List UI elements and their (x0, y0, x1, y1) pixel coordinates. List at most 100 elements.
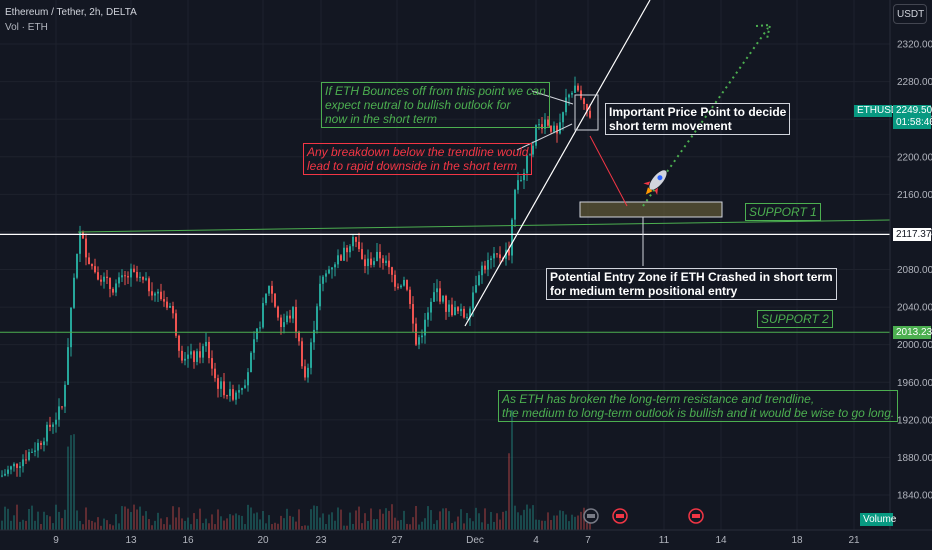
volume-bar (433, 523, 435, 530)
volume-bars (1, 410, 591, 530)
candle-body (142, 276, 144, 280)
volume-bar (253, 513, 255, 530)
volume-bar (67, 446, 69, 530)
candle-body (451, 304, 453, 316)
volume-bar (256, 512, 258, 530)
candle-body (553, 125, 555, 132)
candle-body (268, 285, 270, 294)
time-tick-label: 4 (533, 535, 539, 546)
volume-bar (187, 517, 189, 530)
volume-bar (358, 506, 360, 530)
volume-bar (328, 514, 330, 530)
volume-bar (205, 518, 207, 530)
support1-label[interactable]: SUPPORT 1 (745, 203, 821, 221)
rocket-icon (643, 170, 667, 195)
candle-body (346, 247, 348, 253)
candle-body (67, 347, 69, 385)
volume-tag[interactable]: Volume (860, 513, 896, 526)
candle-body (313, 329, 315, 343)
candle-body (541, 124, 543, 129)
volume-bar (70, 435, 72, 530)
entry-zone-annotation[interactable]: Potential Entry Zone if ETH Crashed in s… (546, 268, 837, 300)
volume-bar (325, 523, 327, 530)
candle-body (580, 90, 582, 99)
candle-body (250, 352, 252, 373)
price-point-annotation[interactable]: Important Price Point to decide short te… (605, 103, 791, 135)
volume-bar (136, 509, 138, 530)
price-axis[interactable]: 1840.00 1880.00 1920.00 1960.00 2000.00 2040.… (889, 0, 932, 530)
candle-body (490, 258, 492, 260)
candle-body (208, 341, 210, 359)
candle-body (283, 322, 285, 328)
candle-body (16, 463, 18, 468)
candle-body (154, 293, 156, 296)
breakdown-annotation[interactable]: Any breakdown below the trendline would … (303, 143, 533, 175)
candle-body (538, 124, 540, 126)
rising-trendline (464, 0, 651, 327)
volume-bar (487, 523, 489, 530)
bar-countdown-tag: 01:58:40 (893, 117, 932, 129)
candle-body (85, 238, 87, 258)
candle-body (37, 442, 39, 451)
candle-body (259, 327, 261, 329)
candle-body (148, 278, 150, 292)
volume-bar (376, 519, 378, 530)
candle-body (463, 308, 465, 318)
volume-bar (364, 513, 366, 530)
candle-body (199, 351, 201, 358)
time-tick-label: 7 (585, 535, 591, 546)
volume-bar (439, 511, 441, 530)
candle-body (82, 232, 84, 239)
candle-body (55, 419, 57, 425)
candle-body (547, 119, 549, 126)
outlook-annotation[interactable]: As ETH has broken the long-term resistan… (498, 390, 899, 422)
volume-bar (442, 508, 444, 530)
volume-bar (472, 521, 474, 530)
volume-bar (541, 520, 543, 530)
candle-body (151, 291, 153, 296)
candle-body (133, 268, 135, 272)
support2-label[interactable]: SUPPORT 2 (757, 310, 833, 328)
volume-bar (493, 521, 495, 530)
candle-body (25, 459, 27, 461)
currency-button[interactable]: USDT (893, 4, 927, 24)
volume-bar (295, 521, 297, 530)
volume-bar (55, 504, 57, 530)
candle-body (91, 263, 93, 267)
candle-body (7, 469, 9, 474)
volume-bar (505, 510, 507, 530)
volume-bar (292, 516, 294, 530)
volume-bar (556, 515, 558, 530)
volume-bar (274, 522, 276, 530)
volume-bar (466, 512, 468, 530)
volume-bar (25, 520, 27, 530)
candle-body (529, 154, 531, 156)
volume-bar (265, 523, 267, 530)
candle-body (412, 304, 414, 324)
price-tick-label: 2000.00 (897, 340, 932, 351)
candle-body (112, 288, 114, 293)
volume-bar (538, 519, 540, 530)
price-tick-label: 2160.00 (897, 190, 932, 201)
volume-bar (334, 520, 336, 530)
candle-body (325, 273, 327, 277)
volume-bar (469, 518, 471, 530)
candle-body (520, 180, 522, 182)
time-axis[interactable]: 9 13 16 20 23 27 Dec 4 7 11 14 18 21 (0, 529, 932, 546)
time-tick-label: 21 (848, 535, 860, 546)
volume-bar (268, 515, 270, 530)
candle-body (535, 125, 537, 146)
volume-bar (148, 519, 150, 530)
price-point-box (574, 94, 599, 131)
candle-body (415, 323, 417, 345)
volume-bar (355, 510, 357, 530)
volume-bar (289, 515, 291, 530)
candle-body (19, 466, 21, 468)
candle-body (532, 145, 534, 155)
candle-body (577, 85, 579, 91)
volume-bar (427, 506, 429, 530)
volume-bar (31, 505, 33, 530)
bounce-annotation[interactable]: If ETH Bounces off from this point we ca… (321, 82, 550, 128)
candle-body (394, 274, 396, 287)
